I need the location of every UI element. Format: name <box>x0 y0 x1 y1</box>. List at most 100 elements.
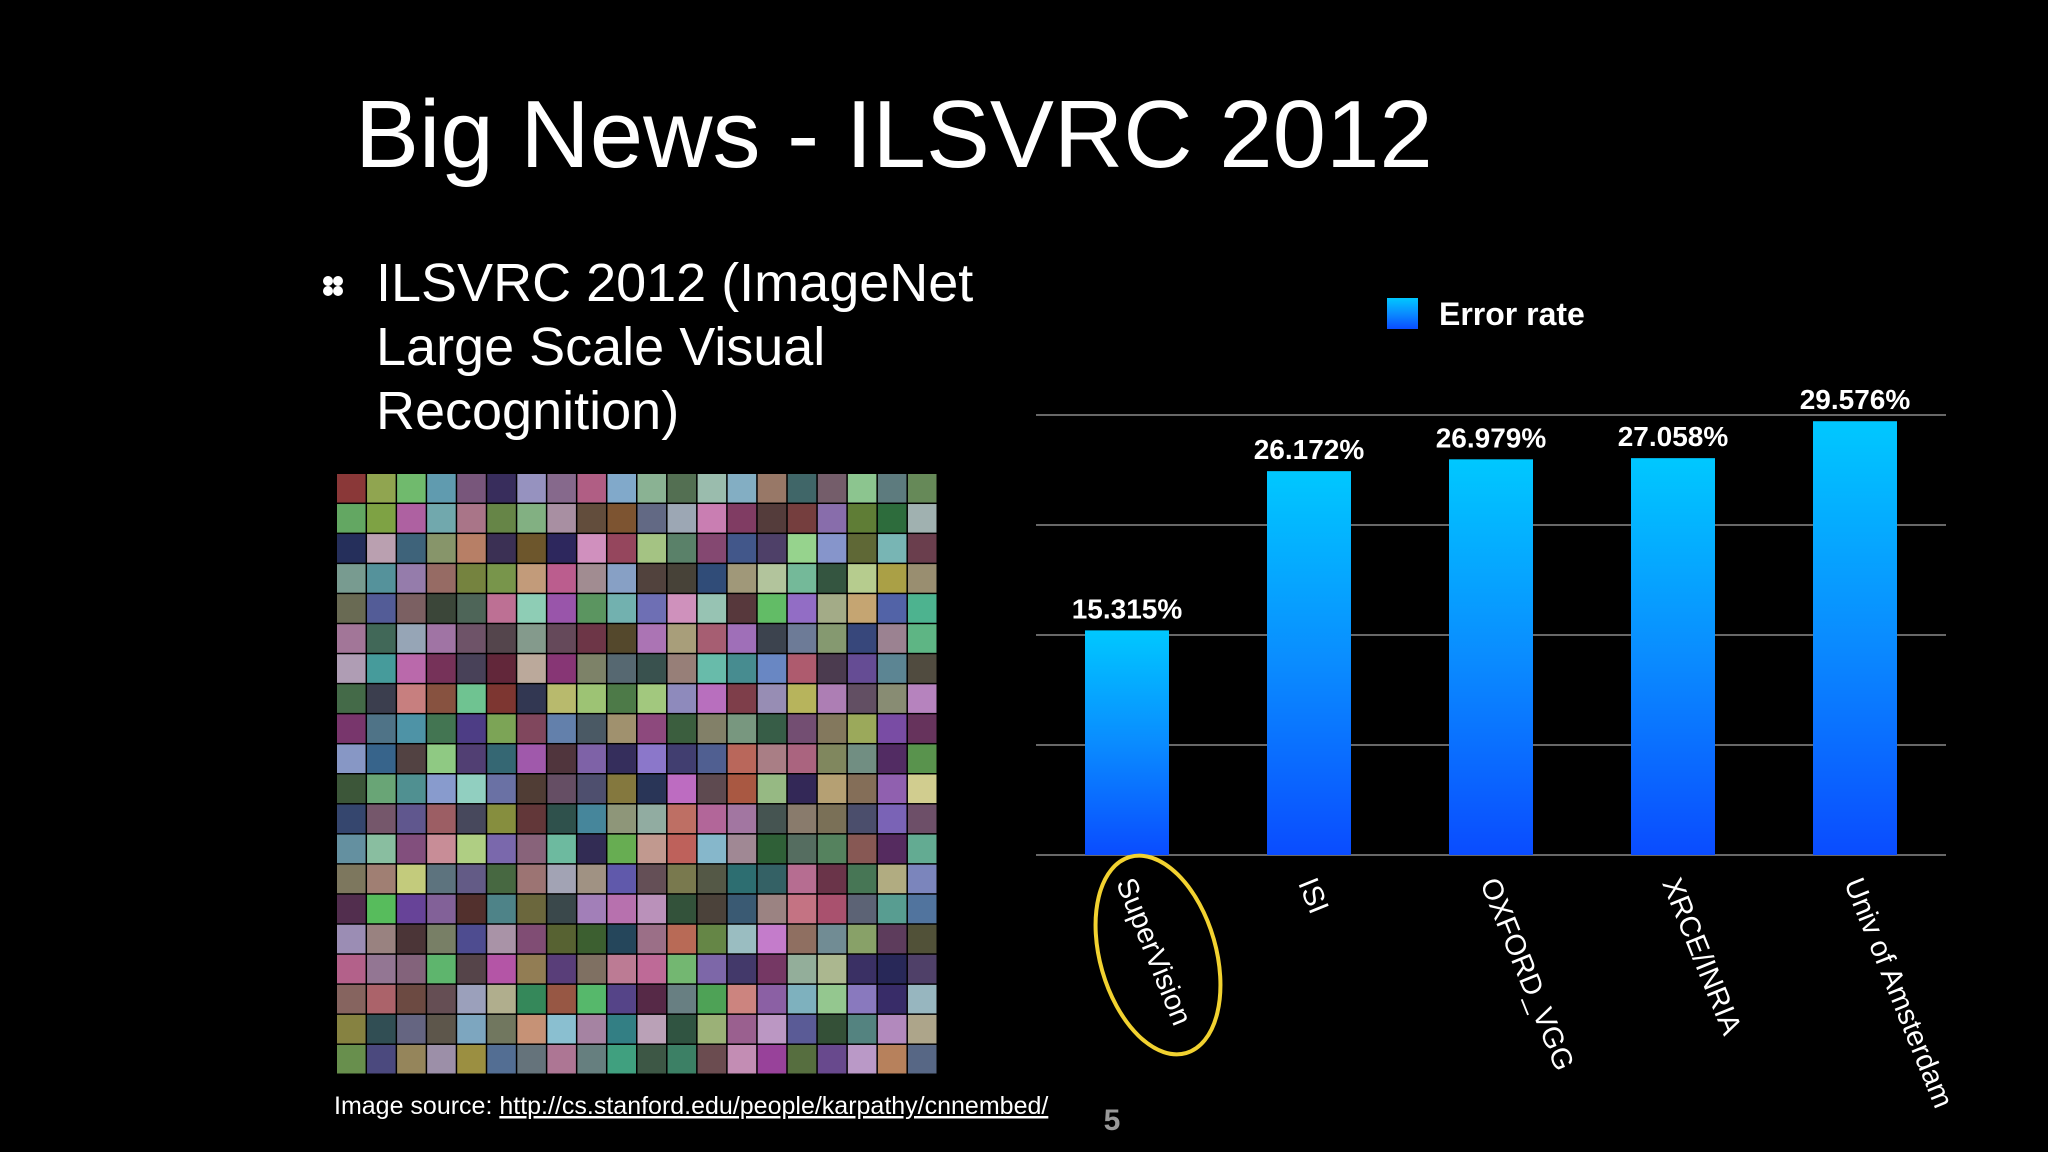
image-tile <box>667 714 697 743</box>
image-tile <box>757 684 787 713</box>
image-tile <box>487 1014 516 1044</box>
image-tile <box>847 714 877 743</box>
image-tile <box>337 684 366 713</box>
image-tile <box>457 714 486 743</box>
image-tile <box>667 594 697 623</box>
image-tile <box>907 1044 937 1074</box>
image-tile <box>337 954 366 984</box>
image-tile <box>697 954 727 984</box>
image-tile <box>427 954 456 984</box>
image-tile <box>787 504 817 533</box>
image-tile <box>727 654 757 683</box>
image-tile <box>817 534 847 563</box>
image-tile <box>577 954 606 984</box>
image-tile <box>907 654 937 683</box>
image-tile <box>337 834 366 864</box>
image-tile <box>517 834 546 864</box>
image-tile <box>547 624 576 653</box>
image-tile <box>667 1044 697 1074</box>
image-tile <box>517 474 546 503</box>
image-tile <box>907 864 937 894</box>
image-tile <box>367 924 396 954</box>
source-text: Image source: http://cs.stanford.edu/peo… <box>334 1092 1048 1120</box>
image-tile <box>337 924 366 954</box>
image-tile <box>757 504 787 533</box>
image-tile <box>817 564 847 593</box>
image-tile <box>427 744 456 773</box>
image-tile <box>757 594 787 623</box>
image-tile <box>667 654 697 683</box>
image-tile <box>457 594 486 623</box>
image-tile <box>547 834 576 864</box>
image-tile <box>487 504 516 533</box>
image-tile <box>367 564 396 593</box>
image-tile <box>547 534 576 563</box>
value-label: 15.315% <box>1072 593 1183 624</box>
image-tile <box>637 504 667 533</box>
image-tile <box>787 534 817 563</box>
image-tile <box>457 984 486 1014</box>
image-tile <box>697 1014 727 1044</box>
image-tile <box>607 834 636 864</box>
value-label: 26.172% <box>1254 434 1365 465</box>
image-tile <box>667 984 697 1014</box>
image-tile <box>817 654 847 683</box>
image-tile <box>457 564 486 593</box>
image-tile <box>337 1014 366 1044</box>
image-tile <box>667 564 697 593</box>
image-tile <box>607 774 636 804</box>
image-tile <box>757 804 787 834</box>
image-tile <box>487 894 516 924</box>
image-tile <box>367 624 396 653</box>
image-tile <box>637 1014 667 1044</box>
image-tile <box>757 564 787 593</box>
image-tile <box>667 504 697 533</box>
image-tile <box>457 804 486 834</box>
image-tile <box>787 474 817 503</box>
image-tile <box>337 594 366 623</box>
image-tile <box>397 474 426 503</box>
image-tile <box>697 774 727 804</box>
image-tile <box>607 474 636 503</box>
image-tile <box>907 744 937 773</box>
bar <box>1631 458 1715 855</box>
image-tile <box>397 1044 426 1074</box>
image-tile <box>487 984 516 1014</box>
image-tile <box>847 654 877 683</box>
image-tile <box>517 684 546 713</box>
image-tile <box>727 924 757 954</box>
image-tile <box>727 564 757 593</box>
image-tile <box>637 954 667 984</box>
image-tile <box>427 834 456 864</box>
source-link[interactable]: http://cs.stanford.edu/people/karpathy/c… <box>499 1092 1048 1120</box>
image-tile <box>817 1044 847 1074</box>
image-tile <box>847 774 877 804</box>
image-tile <box>637 534 667 563</box>
image-tile <box>577 624 606 653</box>
image-tile <box>727 864 757 894</box>
image-tile <box>487 924 516 954</box>
image-tile <box>607 504 636 533</box>
legend-swatch <box>1387 298 1418 329</box>
image-tile <box>367 804 396 834</box>
image-tile <box>667 894 697 924</box>
bullet-line: ILSVRC 2012 (ImageNet <box>376 253 973 313</box>
image-tile <box>787 744 817 773</box>
image-tile <box>637 684 667 713</box>
image-tile <box>697 864 727 894</box>
image-tile <box>727 714 757 743</box>
image-tile <box>367 864 396 894</box>
image-tile <box>697 684 727 713</box>
image-tile <box>577 804 606 834</box>
image-tile <box>877 534 907 563</box>
image-tile <box>397 654 426 683</box>
image-tile <box>517 564 546 593</box>
image-tile <box>787 1014 817 1044</box>
image-tile <box>517 504 546 533</box>
image-tile <box>667 474 697 503</box>
image-tile <box>877 894 907 924</box>
image-tile <box>577 744 606 773</box>
image-tile <box>757 1014 787 1044</box>
image-tile <box>337 774 366 804</box>
image-tile <box>907 564 937 593</box>
